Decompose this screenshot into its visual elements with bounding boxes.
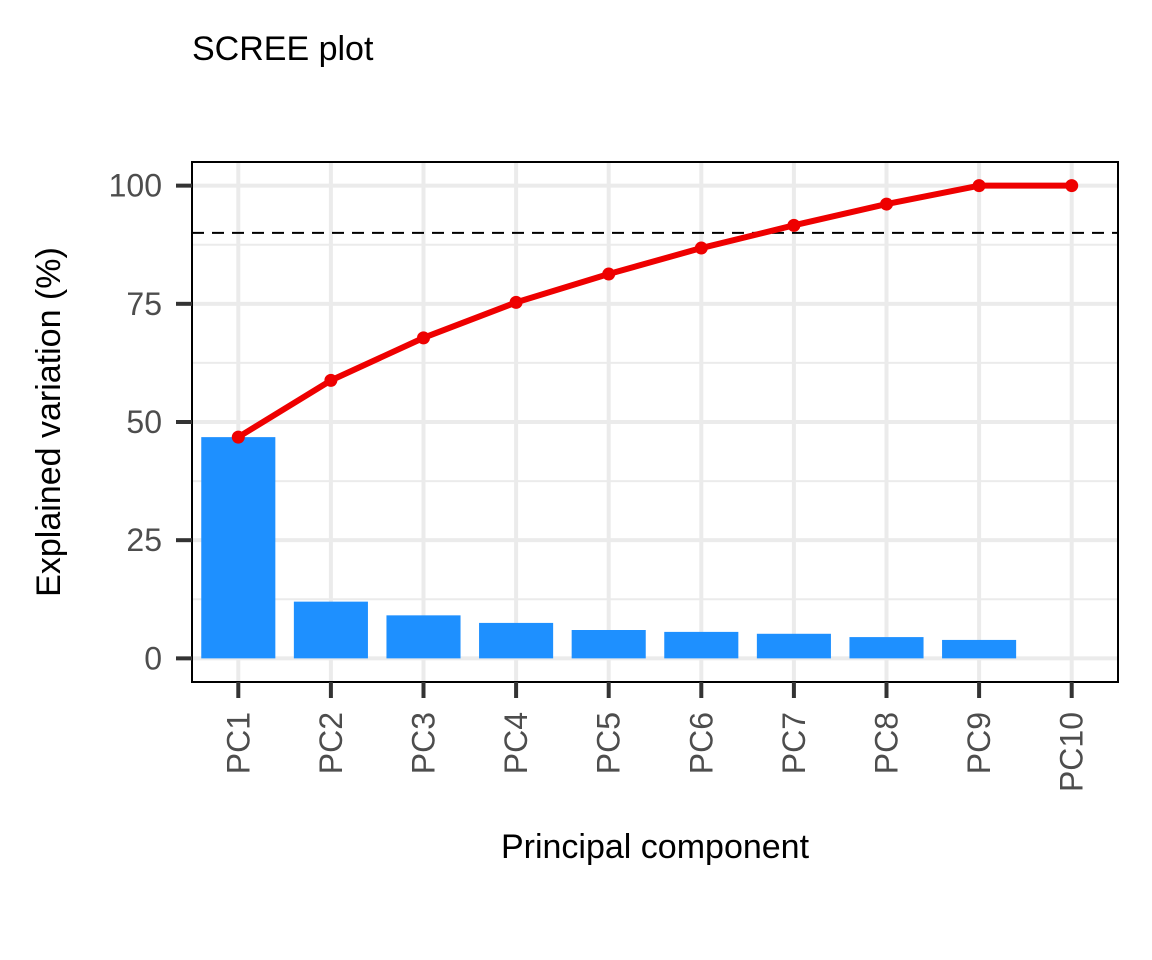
y-tick-label: 25	[126, 522, 162, 558]
cumulative-line	[235, 182, 1075, 441]
bars	[201, 437, 1017, 659]
bar-pc7	[756, 633, 831, 659]
bar-pc3	[386, 615, 461, 659]
y-axis: 0 25 50 75 100	[109, 168, 192, 676]
x-axis-title: Principal component	[501, 828, 810, 866]
line-point-pc7	[787, 218, 801, 232]
bar-pc2	[293, 601, 368, 659]
x-tick-label-pc7: PC7	[776, 712, 812, 774]
bar-pc5	[571, 630, 646, 659]
x-axis: PC1 PC2 PC3 PC4 PC5 PC6 PC7 PC8 PC9 PC10	[220, 682, 1090, 792]
line-point-pc3	[417, 331, 430, 345]
x-tick-label-pc3: PC3	[406, 712, 442, 774]
x-tick-label-pc8: PC8	[869, 712, 905, 774]
line-point-pc2	[324, 373, 338, 387]
line-point-pc10	[1065, 179, 1079, 193]
line-point-pc8	[880, 197, 893, 211]
y-tick-label: 100	[109, 168, 162, 204]
x-tick-label-pc2: PC2	[313, 712, 349, 774]
bar-pc1	[201, 437, 276, 659]
bar-pc4	[479, 622, 554, 659]
line-point-pc1	[231, 430, 245, 444]
x-tick-label-pc5: PC5	[591, 712, 627, 774]
bar-pc9	[942, 639, 1017, 659]
y-tick-label: 50	[126, 404, 162, 440]
y-axis-title: Explained variation (%)	[30, 247, 68, 597]
bar-pc8	[849, 637, 924, 659]
line-point-pc4	[509, 295, 523, 309]
line-point-pc5	[602, 267, 616, 281]
y-tick-label: 75	[126, 286, 162, 322]
cumulative-line-series	[231, 179, 1079, 444]
x-tick-label-pc6: PC6	[683, 712, 719, 774]
x-tick-label-pc9: PC9	[961, 712, 997, 774]
x-tick-label-pc10: PC10	[1054, 712, 1090, 792]
line-point-pc9	[972, 179, 986, 193]
chart-title: SCREE plot	[192, 30, 374, 68]
grid	[192, 162, 1118, 682]
x-tick-label-pc1: PC1	[220, 712, 256, 774]
y-tick-label: 0	[144, 640, 162, 676]
line-point-pc6	[694, 241, 708, 255]
bar-pc6	[664, 631, 739, 659]
x-tick-label-pc4: PC4	[498, 712, 534, 774]
